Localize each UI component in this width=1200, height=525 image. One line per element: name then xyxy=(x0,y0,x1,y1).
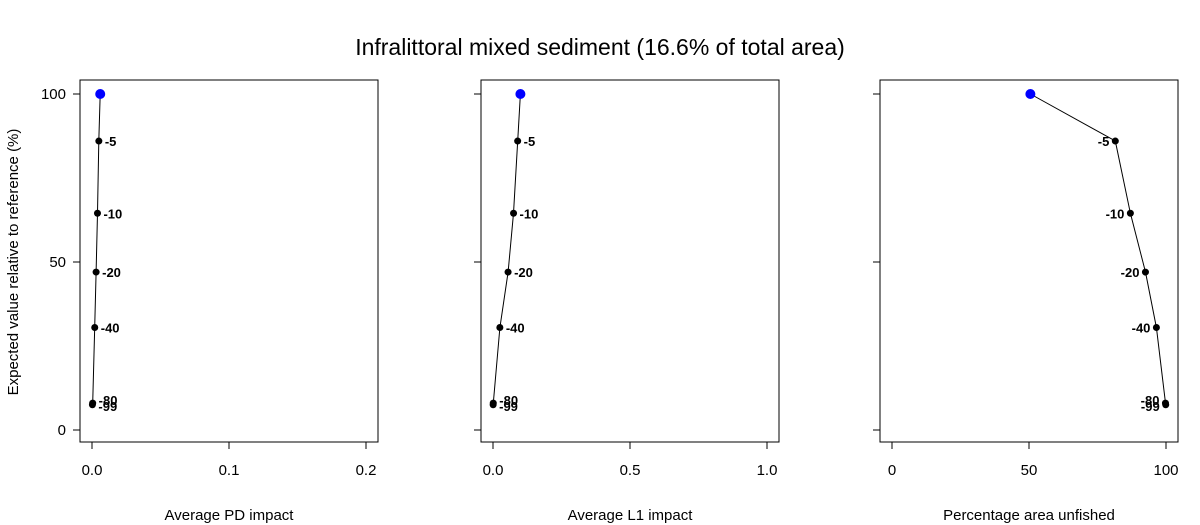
x-tick-label: 100 xyxy=(1153,462,1178,479)
point-label: -80 xyxy=(1141,393,1160,408)
point-label: -20 xyxy=(514,265,533,280)
panel-3: 0 50 100 Percentage area unfished -5 -10 -20 -4… xyxy=(873,79,1179,524)
point-label: -99 xyxy=(98,399,117,414)
point-label: -10 xyxy=(1106,206,1125,221)
point-label: -40 xyxy=(101,321,120,336)
point-label: -99 xyxy=(499,399,518,414)
x-axis-label: Percentage area unfished xyxy=(943,507,1115,524)
point-label: -20 xyxy=(1121,265,1140,280)
data-point xyxy=(88,401,96,409)
data-point xyxy=(504,268,512,276)
y-tick-label: 0 xyxy=(58,422,66,439)
x-axis-label: Average L1 impact xyxy=(568,507,694,524)
data-point xyxy=(93,209,101,217)
x-tick-label: 50 xyxy=(1021,462,1038,479)
data-point xyxy=(510,209,518,217)
x-axis-label: Average PD impact xyxy=(165,507,295,524)
point-label: -40 xyxy=(506,321,525,336)
plot-frame xyxy=(79,79,379,443)
x-tick-label: 0 xyxy=(888,462,896,479)
point-label: -5 xyxy=(524,134,536,149)
data-point xyxy=(91,324,99,332)
data-point xyxy=(1152,324,1160,332)
reference-point xyxy=(1025,89,1036,99)
point-label: -40 xyxy=(1132,321,1151,336)
y-tick-label: 50 xyxy=(49,254,66,271)
point-label: -99 xyxy=(1141,399,1160,414)
data-point xyxy=(1141,268,1149,276)
point-label: -10 xyxy=(103,206,122,221)
point-label: -80 xyxy=(499,393,518,408)
point-label: -10 xyxy=(520,206,539,221)
point-label: -5 xyxy=(1098,134,1110,149)
point-label: -80 xyxy=(99,393,118,408)
data-point xyxy=(1162,401,1170,409)
x-tick-label: 0.5 xyxy=(620,462,641,479)
y-tick-label: 100 xyxy=(41,86,66,103)
panel-1: 0 50 100 0.0 0.1 0.2 Average PD impact -5 -10 -20… xyxy=(41,79,379,524)
data-point xyxy=(496,324,504,332)
x-tick-label: 0.1 xyxy=(219,462,240,479)
panel-2: 0.0 0.5 1.0 Average L1 impact -5 -10 -20 -40 -80… xyxy=(474,79,780,524)
data-point xyxy=(92,268,100,276)
data-point xyxy=(514,137,522,145)
chart-title: Infralittoral mixed sediment (16.6% of t… xyxy=(355,34,845,60)
reference-point xyxy=(95,89,106,99)
data-point xyxy=(95,137,103,145)
point-label: -20 xyxy=(102,265,121,280)
data-point xyxy=(1111,137,1119,145)
x-tick-label: 0.2 xyxy=(356,462,377,479)
point-label: -5 xyxy=(105,134,117,149)
data-point xyxy=(489,401,497,409)
plot-frame xyxy=(879,79,1179,443)
y-axis-label: Expected value relative to reference (%) xyxy=(5,129,22,396)
x-tick-label: 0.0 xyxy=(82,462,103,479)
x-tick-label: 1.0 xyxy=(757,462,778,479)
reference-point xyxy=(515,89,526,99)
x-tick-label: 0.0 xyxy=(483,462,504,479)
data-point xyxy=(1126,209,1134,217)
